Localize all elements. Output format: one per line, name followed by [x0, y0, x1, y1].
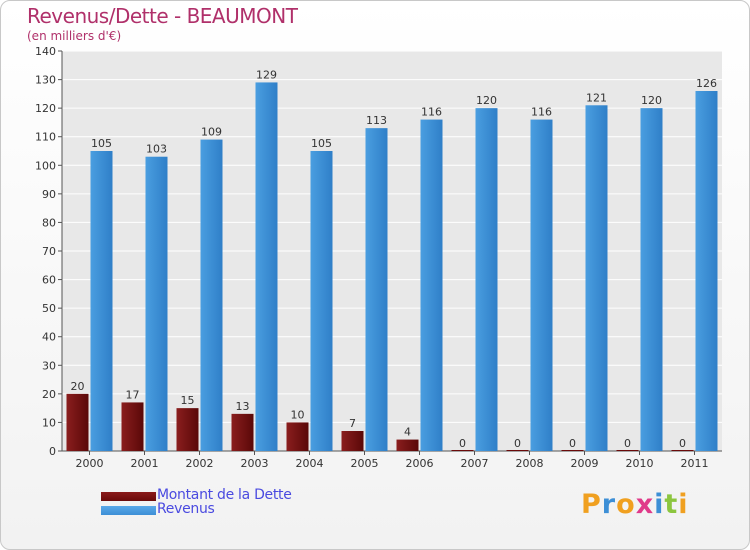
x-tick-label: 2005	[351, 457, 379, 470]
y-tick-label: 60	[42, 274, 56, 287]
bar-dette	[231, 413, 254, 451]
x-tick-label: 2004	[296, 457, 324, 470]
logo-letter: r	[601, 489, 617, 520]
bar-dette	[671, 450, 694, 451]
y-tick-label: 130	[35, 74, 56, 87]
bar-dette	[506, 450, 529, 451]
bar-revenus	[420, 119, 443, 452]
data-label-revenus: 121	[586, 91, 607, 104]
y-tick-label: 20	[42, 388, 56, 401]
data-label-dette: 7	[349, 417, 356, 430]
bar-revenus	[530, 119, 553, 452]
legend-label-revenus: Revenus	[157, 501, 215, 517]
data-label-revenus: 129	[256, 68, 277, 81]
x-tick-label: 2002	[186, 457, 214, 470]
bar-dette	[341, 431, 364, 451]
data-label-dette: 17	[126, 388, 140, 401]
x-tick-label: 2008	[516, 457, 544, 470]
data-label-dette: 0	[514, 437, 521, 450]
chart-subtitle: (en milliers d'€)	[27, 29, 122, 43]
bar-dette	[286, 422, 309, 451]
x-tick-label: 2010	[626, 457, 654, 470]
y-tick-label: 70	[42, 245, 56, 258]
bar-dette	[561, 450, 584, 451]
data-label-revenus: 116	[531, 106, 552, 119]
x-tick-label: 2009	[571, 457, 599, 470]
x-tick-label: 2001	[131, 457, 159, 470]
x-tick-label: 2006	[406, 457, 434, 470]
y-tick-label: 120	[35, 102, 56, 115]
data-label-revenus: 126	[696, 77, 717, 90]
y-tick-label: 0	[49, 445, 56, 458]
bar-dette	[176, 408, 199, 451]
data-label-revenus: 105	[311, 137, 332, 150]
y-tick-label: 100	[35, 159, 56, 172]
bar-revenus	[255, 82, 278, 451]
bar-revenus	[200, 139, 223, 452]
chart-title: Revenus/Dette - BEAUMONT	[27, 4, 298, 28]
legend-swatch-revenus	[101, 506, 156, 515]
bar-dette	[66, 393, 89, 451]
y-tick-label: 40	[42, 331, 56, 344]
bar-dette	[121, 402, 144, 451]
data-label-dette: 0	[679, 437, 686, 450]
data-label-revenus: 103	[146, 143, 167, 156]
data-label-revenus: 113	[366, 114, 387, 127]
logo-letter: t	[664, 489, 679, 520]
logo-letter: i	[678, 489, 689, 520]
legend-swatch-dette	[101, 492, 156, 501]
proxiti-logo: Proxiti	[581, 489, 689, 520]
y-tick-label: 30	[42, 359, 56, 372]
x-tick-label: 2011	[681, 457, 709, 470]
bar-revenus	[90, 151, 113, 451]
data-label-revenus: 120	[641, 94, 662, 107]
bar-revenus	[585, 105, 608, 452]
bar-revenus	[695, 91, 718, 451]
data-label-dette: 15	[181, 394, 195, 407]
data-label-revenus: 109	[201, 126, 222, 139]
x-tick-label: 2003	[241, 457, 269, 470]
bar-revenus	[310, 151, 333, 451]
data-label-dette: 20	[71, 380, 85, 393]
data-label-dette: 13	[236, 400, 250, 413]
y-tick-label: 140	[35, 45, 56, 58]
x-tick-label: 2000	[76, 457, 104, 470]
data-label-dette: 4	[404, 426, 411, 439]
logo-letter: o	[616, 489, 636, 520]
data-label-dette: 10	[291, 408, 305, 421]
y-tick-label: 50	[42, 302, 56, 315]
data-label-revenus: 116	[421, 106, 442, 119]
y-tick-label: 90	[42, 188, 56, 201]
bar-revenus	[640, 108, 663, 452]
bar-dette	[616, 450, 639, 451]
bar-dette	[451, 450, 474, 451]
logo-letter: P	[581, 489, 602, 520]
data-label-revenus: 105	[91, 137, 112, 150]
data-label-dette: 0	[624, 437, 631, 450]
data-label-dette: 0	[459, 437, 466, 450]
bar-revenus	[365, 128, 388, 451]
logo-letter: i	[654, 489, 665, 520]
y-tick-label: 10	[42, 416, 56, 429]
x-tick-label: 2007	[461, 457, 489, 470]
bar-dette	[396, 439, 419, 451]
data-label-revenus: 120	[476, 94, 497, 107]
y-tick-label: 80	[42, 216, 56, 229]
bar-revenus	[475, 108, 498, 452]
data-label-dette: 0	[569, 437, 576, 450]
legend-label-dette: Montant de la Dette	[157, 487, 292, 503]
logo-letter: x	[635, 489, 655, 520]
y-tick-label: 110	[35, 131, 56, 144]
bar-revenus	[145, 156, 168, 451]
